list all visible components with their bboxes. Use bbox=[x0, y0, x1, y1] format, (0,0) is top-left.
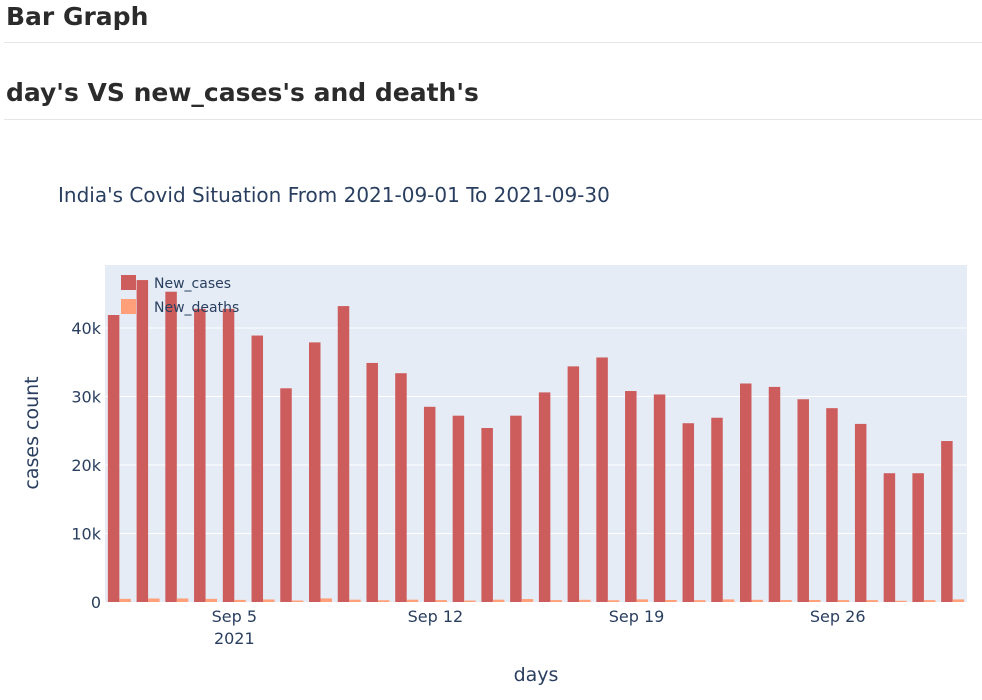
gridlines bbox=[105, 327, 967, 535]
bar-new-cases[interactable] bbox=[883, 473, 896, 602]
bar-new-cases[interactable] bbox=[423, 406, 436, 602]
y-tick-label: 30k bbox=[71, 388, 101, 407]
legend-label-new-cases[interactable]: New_cases bbox=[154, 276, 231, 292]
bar-new-cases[interactable] bbox=[510, 415, 522, 602]
x-tick-label: Sep 26 bbox=[810, 607, 866, 626]
bar-new-cases[interactable] bbox=[596, 357, 608, 602]
bar-new-cases[interactable] bbox=[337, 306, 350, 602]
y-tick-label: 40k bbox=[71, 319, 101, 338]
bar-new-cases[interactable] bbox=[280, 388, 292, 602]
bar-new-deaths[interactable] bbox=[176, 598, 189, 602]
y-axis-label: cases count bbox=[21, 376, 43, 489]
bar-new-deaths[interactable] bbox=[119, 598, 131, 602]
bar-new-deaths[interactable] bbox=[636, 599, 649, 602]
x-tick-label: Sep 5 bbox=[212, 607, 257, 626]
bar-new-deaths[interactable] bbox=[349, 599, 361, 602]
bar-new-deaths[interactable] bbox=[837, 600, 850, 602]
x-tick-label: Sep 12 bbox=[408, 607, 464, 626]
bar-new-deaths[interactable] bbox=[808, 600, 821, 602]
bar-new-cases[interactable] bbox=[653, 394, 666, 602]
bar-new-cases[interactable] bbox=[165, 291, 177, 602]
x-tick-label: Sep 19 bbox=[609, 607, 665, 626]
bar-new-deaths[interactable] bbox=[665, 600, 677, 602]
x-axis-label: days bbox=[514, 664, 559, 686]
bar-new-deaths[interactable] bbox=[550, 600, 562, 602]
bar-new-cases[interactable] bbox=[567, 366, 580, 602]
bar-new-cases[interactable] bbox=[194, 308, 206, 602]
bar-new-deaths[interactable] bbox=[291, 600, 304, 603]
bar-new-deaths[interactable] bbox=[377, 600, 390, 602]
bar-new-deaths[interactable] bbox=[923, 600, 936, 602]
bar-new-cases[interactable] bbox=[251, 335, 264, 602]
bar-new-deaths[interactable] bbox=[895, 600, 907, 602]
bar-new-cases[interactable] bbox=[452, 415, 465, 602]
legend[interactable]: New_cases New_deaths bbox=[121, 275, 239, 316]
bar-new-cases[interactable] bbox=[740, 383, 752, 603]
bar-new-deaths[interactable] bbox=[694, 600, 706, 602]
bar-new-cases[interactable] bbox=[912, 473, 924, 602]
x-axis-ticks: Sep 5 2021 Sep 12 Sep 19 Sep 26 bbox=[212, 607, 866, 648]
bar-new-cases[interactable] bbox=[538, 392, 551, 602]
plot-area[interactable] bbox=[105, 265, 967, 602]
bar-new-deaths[interactable] bbox=[780, 600, 792, 602]
page-heading-bar-graph: Bar Graph bbox=[6, 2, 149, 31]
bar-new-cases[interactable] bbox=[711, 417, 723, 602]
bar-new-deaths[interactable] bbox=[521, 599, 534, 602]
bar-new-cases[interactable] bbox=[309, 342, 321, 602]
y-tick-label: 0 bbox=[91, 593, 101, 612]
bar-new-cases[interactable] bbox=[768, 386, 781, 602]
chart-title: India's Covid Situation From 2021-09-01 … bbox=[58, 183, 610, 207]
x-tick-year-label: 2021 bbox=[214, 629, 255, 648]
bar-new-cases[interactable] bbox=[107, 315, 120, 602]
bar-new-cases[interactable] bbox=[826, 408, 838, 602]
bar-new-cases[interactable] bbox=[854, 423, 867, 602]
bar-new-deaths[interactable] bbox=[320, 598, 332, 602]
legend-swatch-new-deaths bbox=[121, 299, 136, 314]
y-axis-ticks: 0 10k 20k 30k 40k bbox=[71, 319, 101, 612]
bar-new-deaths[interactable] bbox=[205, 598, 218, 602]
y-tick-label: 20k bbox=[71, 456, 101, 475]
legend-label-new-deaths[interactable]: New_deaths bbox=[154, 300, 239, 316]
bar-new-cases[interactable] bbox=[682, 423, 695, 602]
bar-new-deaths[interactable] bbox=[579, 599, 591, 602]
bar-chart[interactable]: India's Covid Situation From 2021-09-01 … bbox=[0, 150, 982, 700]
heading-divider bbox=[4, 42, 982, 43]
bar-new-cases[interactable] bbox=[395, 373, 407, 602]
bar-new-deaths[interactable] bbox=[148, 598, 160, 602]
bar-new-deaths[interactable] bbox=[464, 600, 476, 603]
bar-new-deaths[interactable] bbox=[234, 599, 246, 602]
heading-divider bbox=[4, 119, 982, 120]
y-tick-label: 10k bbox=[71, 525, 101, 544]
bar-new-deaths[interactable] bbox=[722, 599, 735, 602]
bar-new-deaths[interactable] bbox=[492, 599, 505, 602]
bar-new-deaths[interactable] bbox=[263, 599, 275, 602]
bar-new-cases[interactable] bbox=[941, 441, 953, 602]
bar-new-deaths[interactable] bbox=[435, 600, 447, 602]
bar-new-cases[interactable] bbox=[366, 362, 378, 602]
bar-new-deaths[interactable] bbox=[866, 600, 878, 602]
bar-new-deaths[interactable] bbox=[952, 599, 965, 602]
bar-new-deaths[interactable] bbox=[751, 599, 763, 602]
bars-group[interactable] bbox=[107, 280, 965, 603]
bar-new-deaths[interactable] bbox=[406, 599, 419, 602]
bar-new-cases[interactable] bbox=[797, 399, 809, 602]
bar-new-cases[interactable] bbox=[625, 391, 637, 602]
bar-new-deaths[interactable] bbox=[607, 600, 620, 602]
bar-new-cases[interactable] bbox=[222, 308, 235, 602]
page-heading-chart-subject: day's VS new_cases's and death's bbox=[6, 78, 479, 107]
bar-new-cases[interactable] bbox=[481, 428, 493, 602]
legend-swatch-new-cases bbox=[121, 275, 136, 290]
bar-new-cases[interactable] bbox=[136, 280, 149, 602]
